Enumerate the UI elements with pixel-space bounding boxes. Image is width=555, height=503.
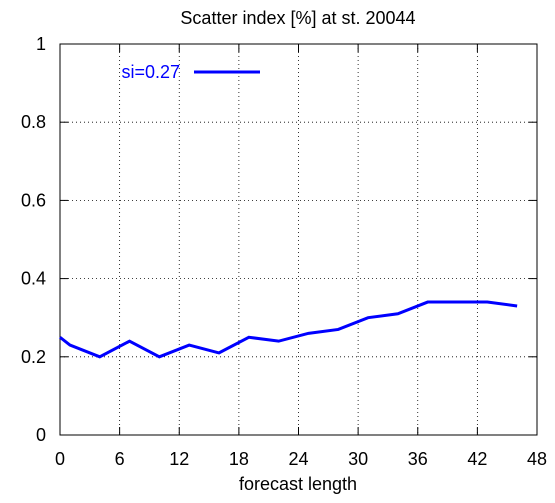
y-tick-label: 0.4 <box>21 269 46 289</box>
y-tick-label: 0.2 <box>21 347 46 367</box>
x-tick-label: 6 <box>115 449 125 469</box>
chart-title: Scatter index [%] at st. 20044 <box>180 8 415 28</box>
x-tick-label: 24 <box>288 449 308 469</box>
x-tick-label: 36 <box>408 449 428 469</box>
plot-frame <box>59 43 538 436</box>
data-line <box>59 300 518 359</box>
x-tick-label: 30 <box>348 449 368 469</box>
x-tick-label: 48 <box>527 449 547 469</box>
y-tick-label: 0.8 <box>21 112 46 132</box>
y-tick-label: 0.6 <box>21 190 46 210</box>
x-tick-label: 18 <box>229 449 249 469</box>
x-tick-label: 42 <box>467 449 487 469</box>
x-tick-label: 0 <box>55 449 65 469</box>
y-tick-label: 1 <box>36 34 46 54</box>
x-axis-label: forecast length <box>239 474 357 494</box>
x-tick-label: 12 <box>169 449 189 469</box>
legend-label: si=0.27 <box>121 62 180 82</box>
y-tick-label: 0 <box>36 425 46 445</box>
